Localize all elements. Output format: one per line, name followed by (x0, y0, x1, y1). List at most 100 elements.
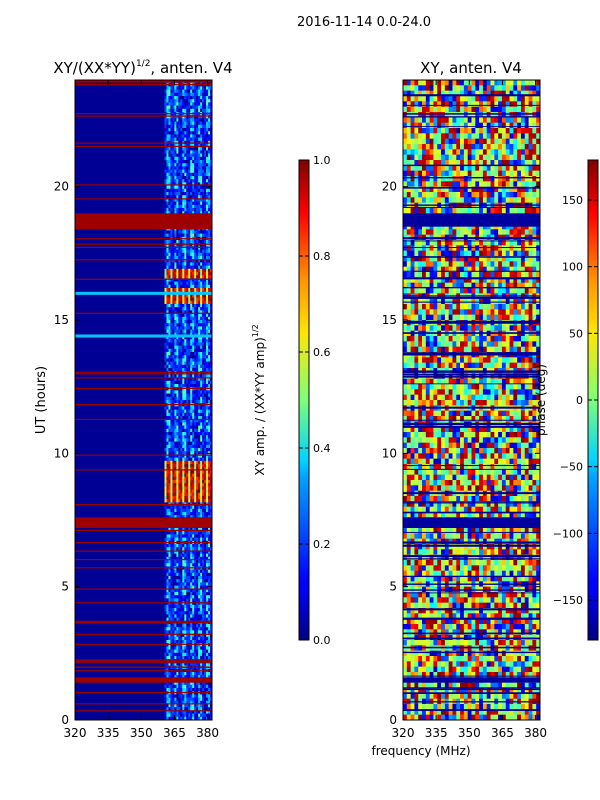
amplitude-cell (210, 390, 212, 394)
amplitude-cell (200, 336, 203, 340)
amplitude-cell (190, 304, 193, 308)
amplitude-cell (174, 454, 177, 458)
amplitude-flag-line (75, 602, 212, 604)
amplitude-cell (190, 169, 193, 174)
amplitude-cell (196, 364, 199, 369)
amplitude-cell (184, 409, 187, 414)
amplitude-cell (176, 320, 179, 324)
amplitude-cell (194, 496, 197, 500)
amplitude-cell (178, 582, 181, 586)
phase-cell (425, 90, 430, 97)
amplitude-cell (176, 102, 179, 106)
amplitude-cell (176, 710, 179, 714)
amplitude-cell (192, 118, 195, 122)
amplitude-cell (210, 598, 212, 602)
amplitude-cell (170, 480, 173, 484)
amplitude-cell (184, 188, 187, 193)
amplitude-cell (170, 342, 173, 346)
amplitude-cell (196, 419, 199, 423)
amplitude-cell (196, 416, 199, 420)
amplitude-cell (206, 169, 209, 174)
amplitude-cell (188, 265, 191, 270)
amplitude-cell (184, 128, 187, 132)
amplitude-cell (194, 512, 197, 516)
amplitude-cell (172, 211, 175, 215)
amplitude-cell (200, 585, 203, 590)
amplitude-cell (204, 384, 207, 388)
amplitude-cell (194, 355, 197, 359)
amplitude-cell (196, 320, 199, 324)
phase-cell (456, 85, 461, 91)
amplitude-cell (188, 256, 191, 260)
amplitude-cell (202, 348, 205, 353)
amplitude-cell (202, 310, 205, 314)
amplitude-cell (176, 128, 179, 132)
amplitude-cell (190, 675, 193, 679)
amplitude-cell (170, 124, 173, 129)
amplitude-cell (208, 649, 211, 654)
amplitude-cell (204, 284, 207, 289)
amplitude-cell (182, 425, 185, 430)
amplitude-cell (198, 457, 201, 462)
amplitude-cell (196, 624, 199, 628)
amplitude-cell (202, 201, 205, 206)
amplitude-cell (184, 460, 187, 465)
amplitude-cell (196, 496, 199, 500)
amplitude-cell (194, 278, 197, 282)
amplitude-cell (180, 614, 183, 618)
amplitude-cell (172, 611, 175, 615)
amplitude-colorbar-label-main: XY amp. / (XX*YY amp) (253, 337, 267, 475)
amplitude-cell (200, 108, 203, 113)
amplitude-cell (194, 128, 197, 132)
amplitude-cell (204, 92, 207, 97)
amplitude-cell (204, 310, 207, 314)
amplitude-cell (200, 537, 203, 542)
amplitude-cell (182, 576, 185, 580)
amplitude-cell (190, 672, 193, 676)
amplitude-cell (210, 272, 212, 276)
amplitude-cell (184, 716, 187, 720)
amplitude-cell (198, 288, 201, 292)
amplitude-cell (166, 243, 169, 247)
amplitude-cell (202, 278, 205, 282)
amplitude-cell (208, 96, 211, 100)
amplitude-cell (198, 499, 201, 503)
amplitude-cell (194, 560, 197, 564)
amplitude-cell (184, 92, 187, 97)
amplitude-flag-line (75, 558, 212, 561)
amplitude-cell (188, 230, 191, 234)
amplitude-cell (178, 697, 181, 702)
amplitude-cell (174, 297, 177, 302)
amplitude-cell (202, 320, 205, 324)
amplitude-cell (164, 633, 167, 638)
amplitude-cell (174, 656, 177, 660)
amplitude-cell (190, 118, 193, 122)
amplitude-cell (208, 400, 211, 404)
amplitude-cell (164, 153, 167, 158)
amplitude-cell (186, 348, 189, 353)
amplitude-cell (196, 643, 199, 647)
amplitude-cell (206, 124, 209, 129)
amplitude-cell (166, 441, 169, 446)
phase-cell (452, 80, 457, 86)
amplitude-cell (174, 284, 177, 289)
amplitude-cell (208, 572, 211, 577)
amplitude-cell (196, 649, 199, 654)
amplitude-cell (166, 534, 169, 538)
amplitude-cell (208, 684, 211, 689)
amplitude-cell (188, 172, 191, 177)
amplitude-cell (208, 675, 211, 679)
amplitude-cell (208, 627, 211, 631)
amplitude-cell (178, 588, 181, 593)
amplitude-cell (198, 313, 201, 318)
phase-cell (425, 85, 430, 91)
amplitude-cell (206, 416, 209, 420)
amplitude-cell (200, 201, 203, 206)
amplitude-cell (166, 684, 169, 689)
amplitude-cell (190, 368, 193, 372)
amplitude-cell (186, 400, 189, 404)
amplitude-cell (210, 320, 212, 324)
amplitude-cell (210, 182, 212, 186)
amplitude-cell (168, 496, 171, 500)
amplitude-title-tail: , anten. V4 (150, 59, 232, 77)
